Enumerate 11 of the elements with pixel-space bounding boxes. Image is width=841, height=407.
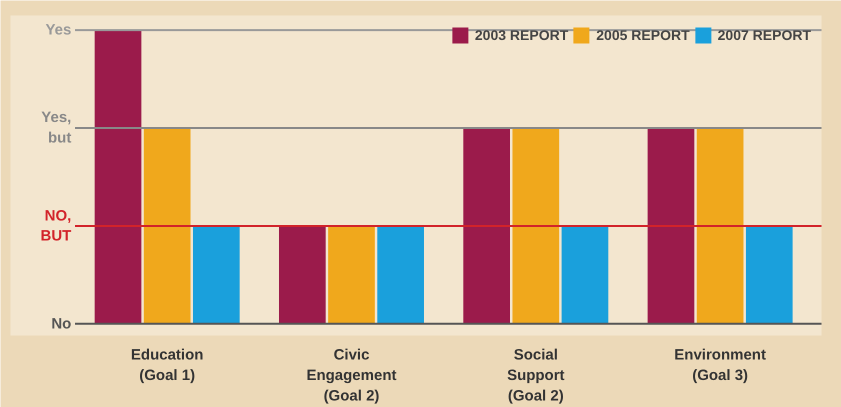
x-tick-label: Environment (Goal 3): [674, 346, 766, 384]
legend-label: 2007 REPORT: [718, 27, 811, 43]
ref-line-label: Yes, but: [41, 109, 72, 147]
x-tick-label: Education (Goal 1): [130, 346, 204, 384]
legend-label: 2003 REPORT: [474, 27, 568, 43]
ref-line-label: Yes: [45, 22, 72, 39]
x-tick-label: Civic Engagement (Goal 2): [306, 346, 396, 404]
ref-line-label: NO, BUT: [40, 207, 72, 245]
x-tick-label: Social Support (Goal 2): [507, 346, 565, 404]
ref-line-label: No: [51, 315, 72, 332]
legend-label: 2005 REPORT: [596, 27, 690, 43]
